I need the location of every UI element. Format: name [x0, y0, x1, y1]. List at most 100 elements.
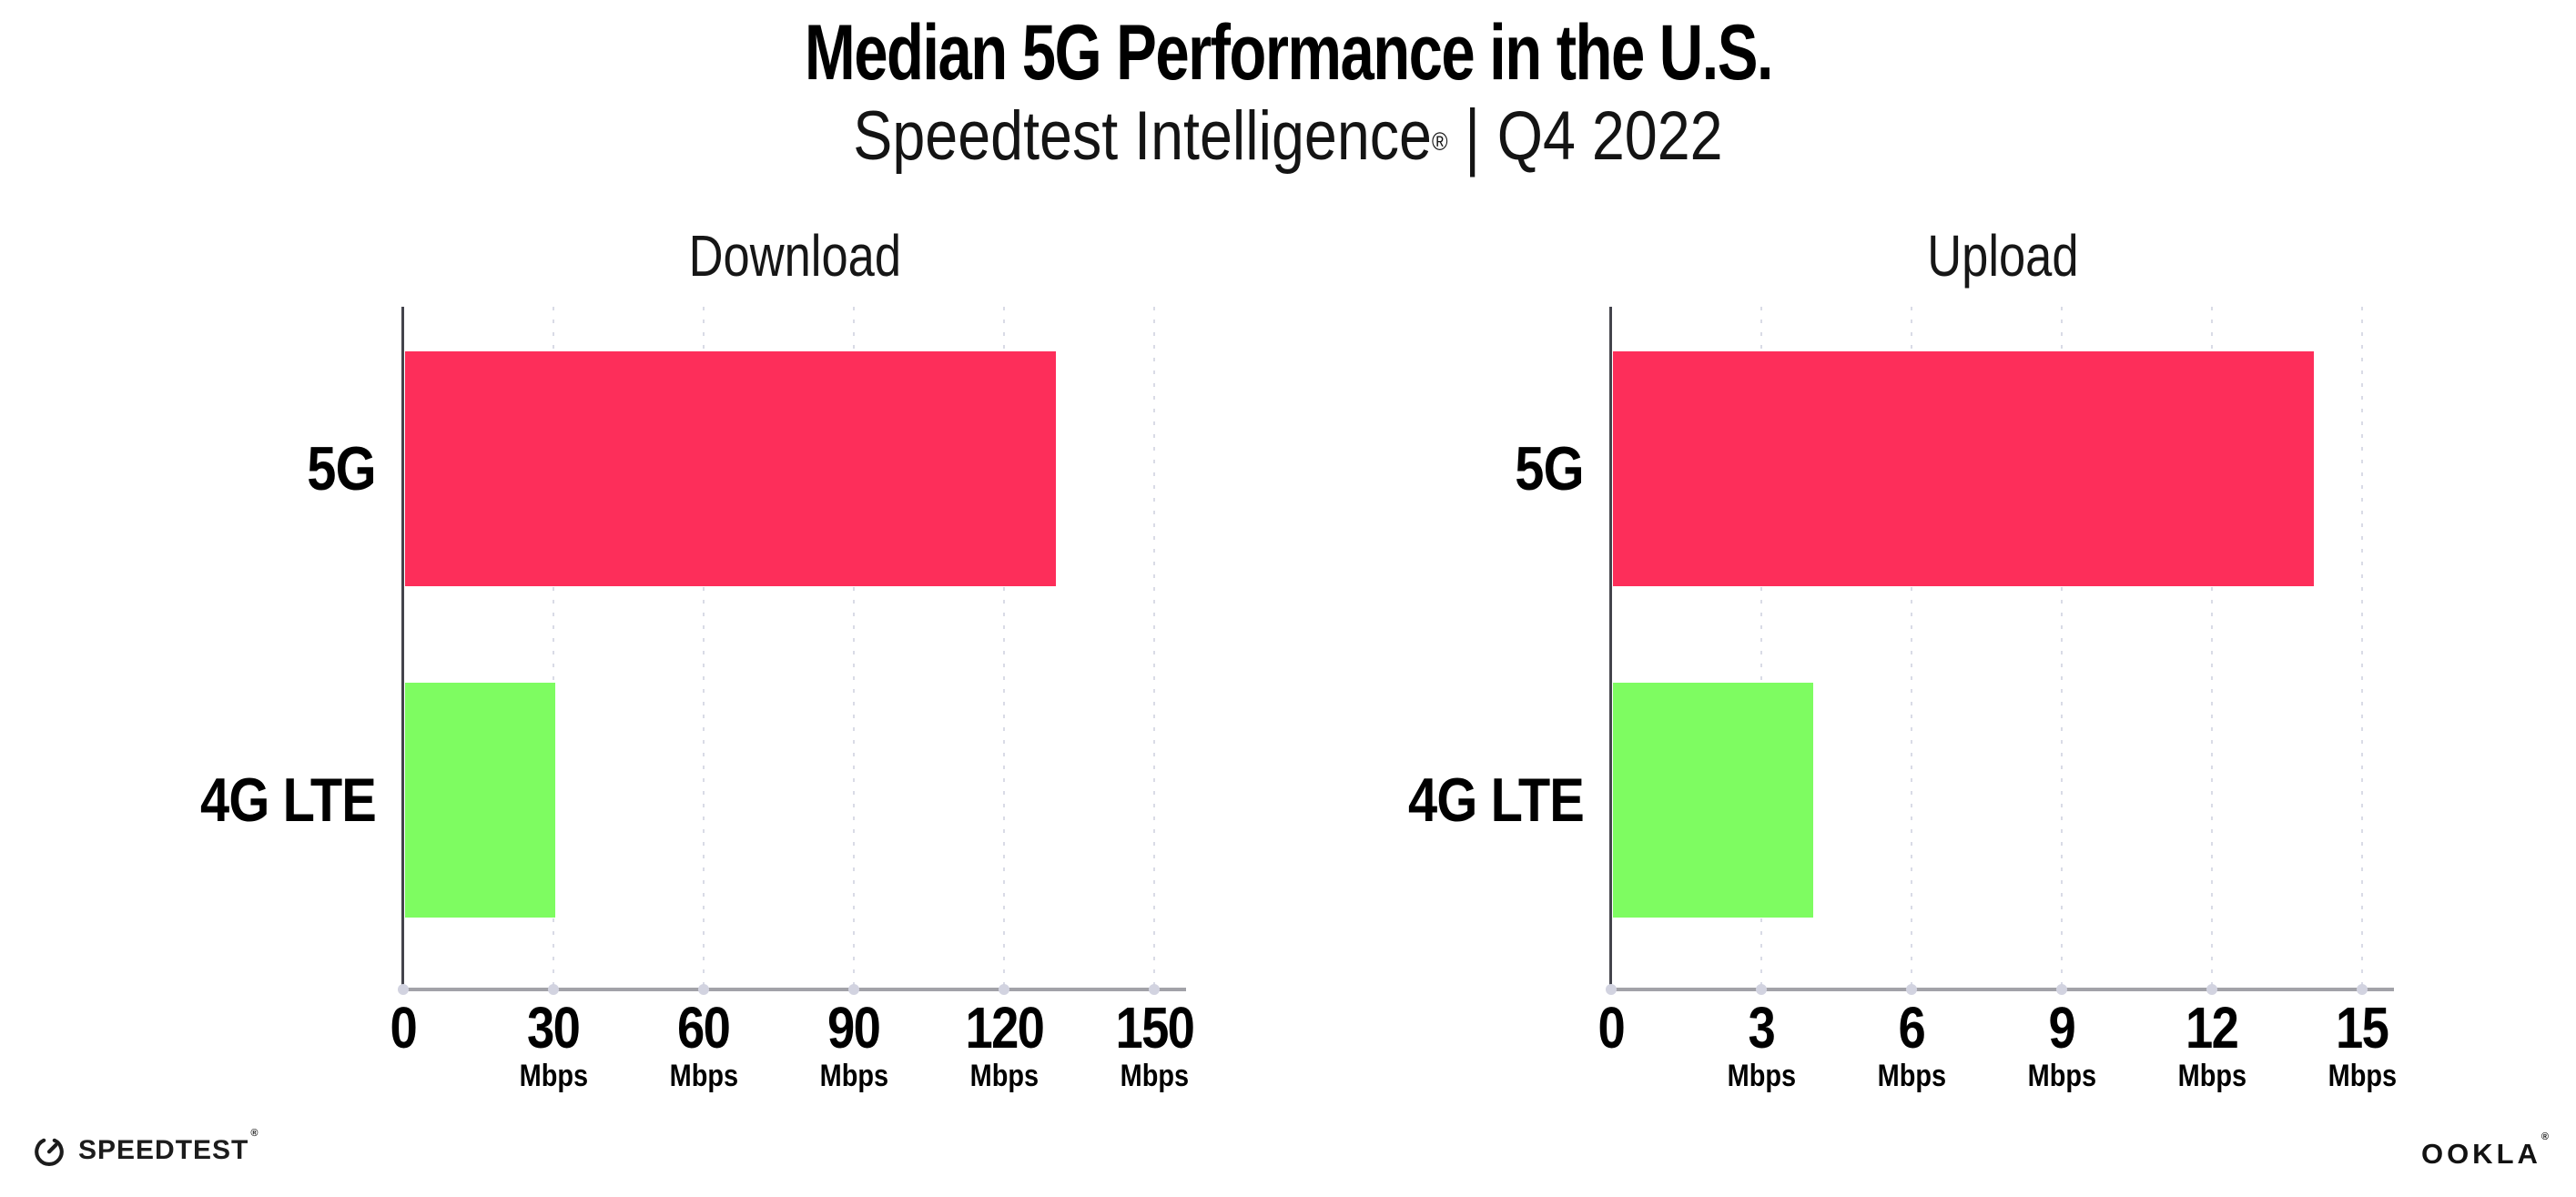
tick-value-text: 0	[390, 995, 418, 1060]
x-axis-line	[1609, 988, 2394, 991]
download-chart-title: Download	[403, 224, 1186, 288]
tick-unit: Mbps	[1081, 1059, 1227, 1093]
download-chart-title-text: Download	[688, 223, 901, 289]
bar-5g	[1613, 351, 2314, 586]
category-label-5g: 5G	[1503, 434, 1585, 503]
subtitle-separator: |	[1465, 94, 1481, 178]
gridline-15	[2361, 307, 2363, 988]
category-label-4g-lte: 4G LTE	[1377, 766, 1585, 835]
x-tick-label-30: 30 Mbps	[481, 999, 626, 1093]
x-tick-label-6: 6 Mbps	[1839, 999, 1984, 1093]
tick-value: 6	[1839, 999, 1984, 1057]
tick-value: 9	[1989, 999, 2135, 1057]
axis-tick-dot-3	[1756, 984, 1767, 995]
category-label-text: 4G LTE	[1408, 766, 1585, 835]
speedtest-wordmark: SPEEDTEST®	[78, 1128, 258, 1166]
tick-unit-text: Mbps	[519, 1059, 588, 1093]
x-tick-label-0: 0	[1538, 999, 1684, 1057]
tick-unit: Mbps	[1989, 1059, 2135, 1093]
bar-4g-lte	[405, 683, 555, 918]
speedtest-wordmark-text: SPEEDTEST	[78, 1135, 249, 1165]
tick-value: 0	[330, 999, 476, 1057]
tick-unit: Mbps	[631, 1059, 776, 1093]
speedtest-gauge-icon	[35, 1138, 64, 1166]
x-tick-label-12: 12 Mbps	[2139, 999, 2285, 1093]
x-tick-label-0: 0	[330, 999, 476, 1057]
gridline-6	[1911, 307, 1912, 988]
axis-tick-dot-150	[1149, 984, 1160, 995]
tick-unit: Mbps	[1689, 1059, 1834, 1093]
tick-unit-text: Mbps	[2027, 1059, 2096, 1093]
tick-unit: Mbps	[931, 1059, 1077, 1093]
tick-unit-text: Mbps	[2328, 1059, 2397, 1093]
registered-mark: ®	[250, 1128, 259, 1139]
axis-tick-dot-9	[2056, 984, 2067, 995]
tick-value-text: 90	[827, 995, 881, 1060]
tick-value: 30	[481, 999, 626, 1057]
x-tick-label-15: 15 Mbps	[2289, 999, 2435, 1093]
axis-tick-dot-90	[848, 984, 859, 995]
tick-unit: Mbps	[2139, 1059, 2285, 1093]
axis-tick-dot-12	[2206, 984, 2217, 995]
bar-4g-lte	[1613, 683, 1813, 918]
download-plot-area: 0 30 Mbps 60 Mbps 90 Mbps 120 Mbps 150 Mbps	[390, 307, 1195, 1093]
subtitle-brand: Speedtest Intelligence	[853, 97, 1433, 175]
tick-value: 90	[781, 999, 927, 1057]
tick-value: 3	[1689, 999, 1834, 1057]
bar-5g	[405, 351, 1056, 586]
axis-tick-dot-15	[2357, 984, 2368, 995]
subtitle-period: Q4 2022	[1496, 97, 1723, 175]
gridline-9	[2061, 307, 2063, 988]
tick-value: 12	[2139, 999, 2285, 1057]
tick-unit: Mbps	[781, 1059, 927, 1093]
page-title-text: Median 5G Performance in the U.S.	[804, 9, 1773, 96]
tick-unit: Mbps	[481, 1059, 626, 1093]
axis-tick-dot-120	[999, 984, 1009, 995]
registered-mark: ®	[1432, 127, 1448, 156]
x-axis-line	[401, 988, 1186, 991]
registered-mark: ®	[2541, 1131, 2549, 1142]
page-subtitle: Speedtest Intelligence® | Q4 2022	[0, 95, 2576, 178]
axis-tick-dot-60	[698, 984, 709, 995]
subtitle-text: Speedtest Intelligence® | Q4 2022	[853, 95, 1722, 178]
category-label-4g-lte: 4G LTE	[169, 767, 377, 833]
x-tick-label-120: 120 Mbps	[931, 999, 1077, 1093]
tick-unit-text: Mbps	[1877, 1059, 1946, 1093]
x-tick-label-9: 9 Mbps	[1989, 999, 2135, 1093]
tick-unit: Mbps	[2289, 1059, 2435, 1093]
tick-value-text: 60	[677, 995, 731, 1060]
page-title: Median 5G Performance in the U.S.	[0, 11, 2576, 95]
x-tick-label-90: 90 Mbps	[781, 999, 927, 1093]
tick-value-text: 30	[527, 995, 581, 1060]
axis-tick-dot-0	[398, 984, 409, 995]
tick-unit: Mbps	[1839, 1059, 1984, 1093]
tick-value-text: 9	[2048, 995, 2076, 1060]
tick-unit-text: Mbps	[2177, 1059, 2246, 1093]
gridline-30	[553, 307, 554, 988]
gridline-90	[853, 307, 855, 988]
gridline-3	[1760, 307, 1762, 988]
upload-plot-area: 0 3 Mbps 6 Mbps 9 Mbps 12 Mbps 15 Mbps	[1598, 307, 2397, 1093]
ookla-logo: OOKLA®	[2421, 1131, 2549, 1171]
gridline-12	[2211, 307, 2213, 988]
category-label-text: 5G	[307, 434, 377, 503]
tick-value-text: 12	[2186, 995, 2239, 1060]
tick-value: 15	[2289, 999, 2435, 1057]
tick-value-text: 0	[1597, 995, 1626, 1060]
axis-tick-dot-6	[1906, 984, 1917, 995]
x-tick-label-3: 3 Mbps	[1689, 999, 1834, 1093]
category-label-text: 5G	[1515, 434, 1585, 503]
gridline-120	[1003, 307, 1005, 988]
tick-value: 120	[931, 999, 1077, 1057]
tick-value: 60	[631, 999, 776, 1057]
upload-chart-title: Upload	[1611, 224, 2394, 288]
category-label-5g: 5G	[295, 434, 377, 503]
tick-value-text: 15	[2336, 995, 2389, 1060]
tick-unit-text: Mbps	[669, 1059, 738, 1093]
tick-value-text: 3	[1748, 995, 1776, 1060]
tick-unit-text: Mbps	[969, 1059, 1039, 1093]
axis-tick-dot-30	[548, 984, 559, 995]
